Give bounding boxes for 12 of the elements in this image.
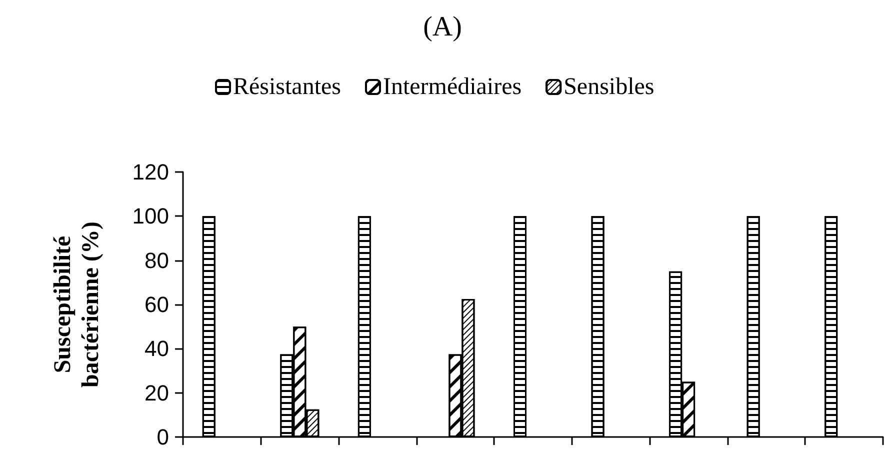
legend-label: Résistantes [233,74,341,100]
y-tick-label: 120 [132,160,169,184]
y-tick-label: 60 [144,292,169,317]
chart-title: (A) [423,12,462,42]
y-tick-label: 0 [156,424,169,450]
legend-label: Sensibles [564,74,654,100]
legend-label: Intermédiaires [382,74,522,100]
y-tick-label: 100 [132,204,169,229]
y-tick-label: 20 [144,380,169,406]
y-tick-label: 40 [144,336,169,362]
y-axis-title: Susceptibilité bactérienne (%) [50,222,104,388]
y-tick-label: 80 [144,248,169,273]
